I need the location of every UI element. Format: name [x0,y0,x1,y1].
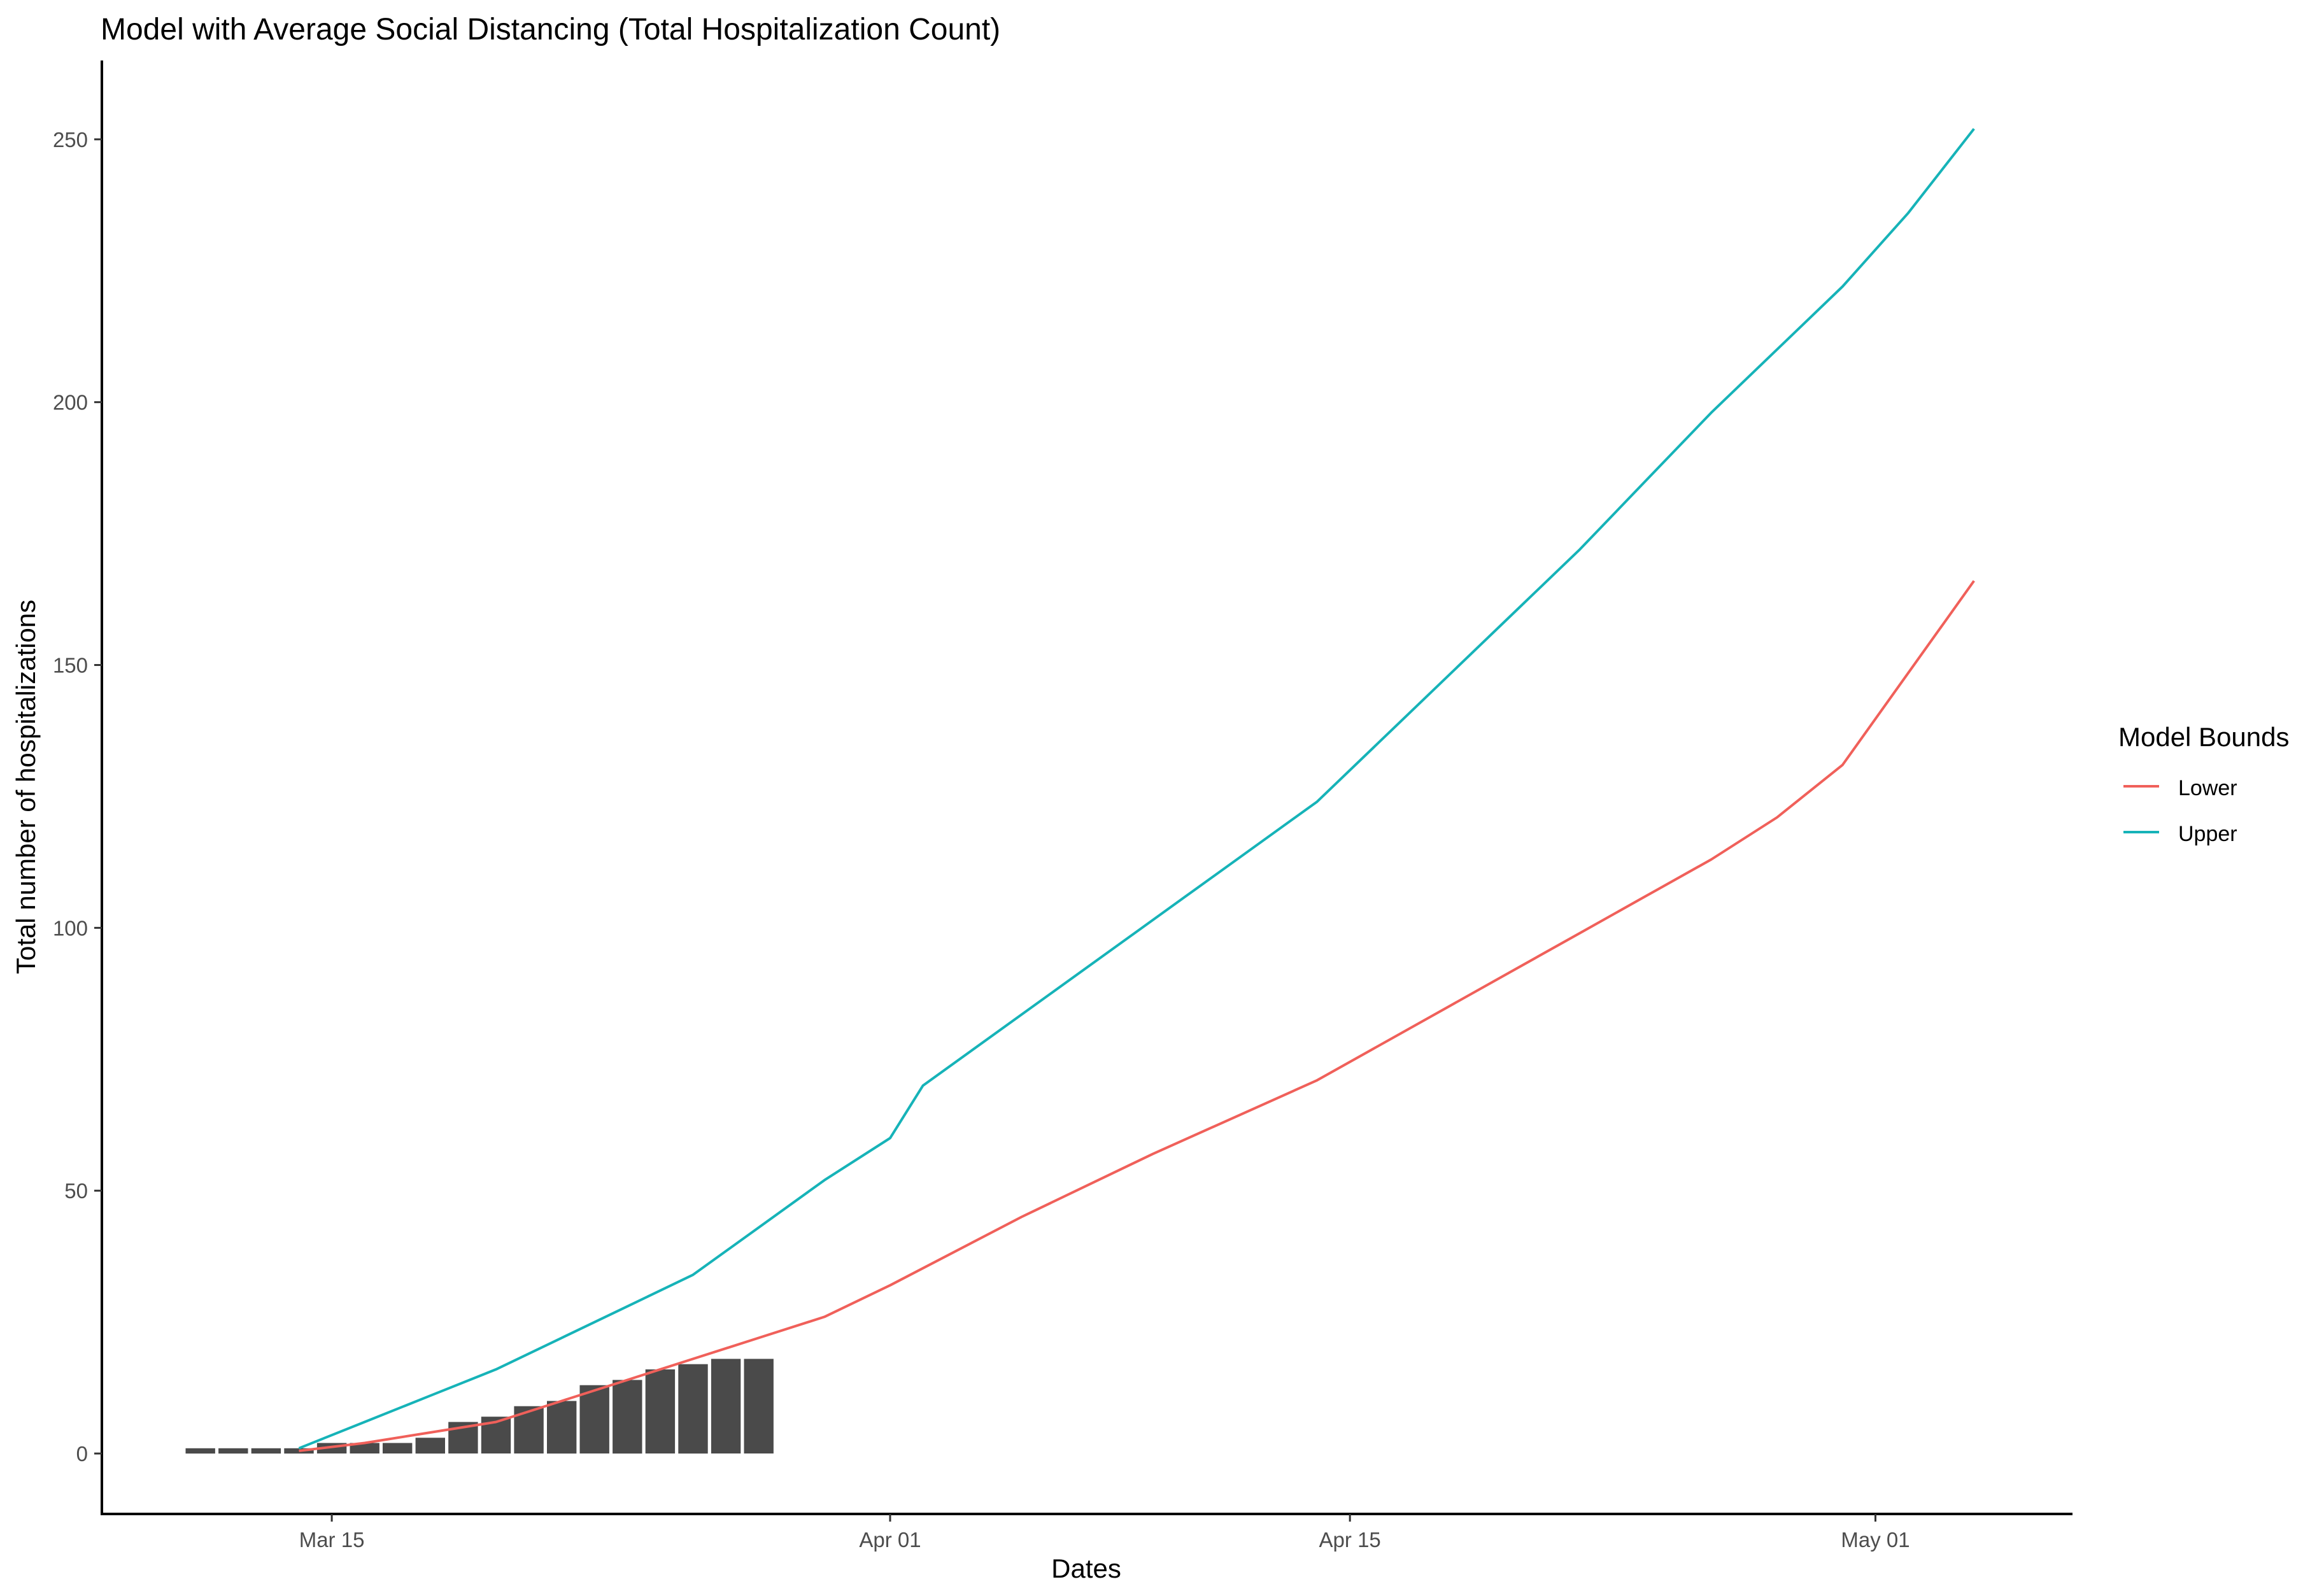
bar [251,1448,281,1454]
legend-label-lower: Lower [2178,776,2237,800]
bar [350,1443,379,1453]
x-ticks: Mar 15 Apr 01 Apr 15 May 01 [299,1514,1910,1552]
lines-layer [298,128,1975,1452]
bar [744,1359,774,1453]
x-axis-label: Dates [1051,1553,1121,1583]
bar [415,1438,445,1454]
y-tick-label: 200 [53,391,88,414]
bar [579,1385,609,1453]
x-tick-label: Apr 15 [1319,1528,1381,1552]
bar [284,1448,314,1454]
bar [645,1369,676,1453]
x-tick-label: Mar 15 [299,1528,365,1552]
bar [185,1448,215,1454]
y-tick-label: 0 [76,1442,88,1466]
bar [678,1364,708,1454]
series-line-upper [298,128,1975,1450]
y-tick-label: 100 [53,916,88,940]
bar [514,1406,544,1453]
y-tick-label: 250 [53,128,88,152]
legend-label-upper: Upper [2178,822,2237,846]
chart-title: Model with Average Social Distancing (To… [101,13,1000,46]
legend: Model Bounds Lower Upper [2118,722,2290,846]
x-tick-label: May 01 [1841,1528,1910,1552]
y-tick-label: 150 [53,654,88,677]
y-axis-label: Total number of hospitalizations [11,600,41,974]
bar [613,1380,642,1454]
y-ticks: 0 50 100 150 200 250 [53,128,102,1466]
y-tick-label: 50 [64,1179,88,1203]
bar [547,1401,577,1454]
series-line-lower [299,580,1975,1452]
bar [218,1448,248,1454]
x-tick-label: Apr 01 [859,1528,921,1552]
bar [383,1443,413,1453]
bar [711,1359,741,1453]
legend-title: Model Bounds [2118,722,2290,752]
